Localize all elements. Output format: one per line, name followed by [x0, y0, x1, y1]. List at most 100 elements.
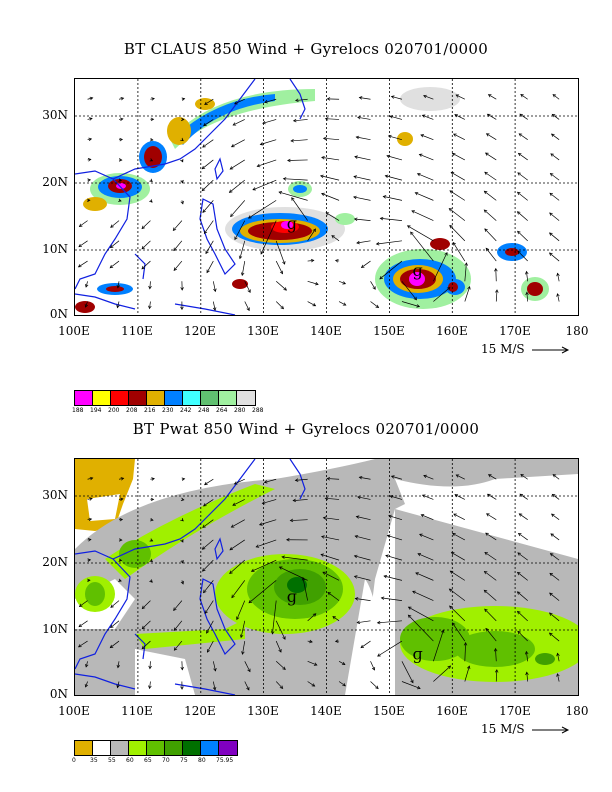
colorbar-tick-label: 194 [90, 407, 102, 414]
wind-vector [275, 301, 284, 309]
wind-vector [338, 301, 347, 306]
wind-vector-head [173, 247, 177, 252]
wind-vector [484, 571, 497, 581]
wind-vector-head [315, 281, 319, 286]
colorbar-swatch [93, 741, 111, 755]
wind-vector [321, 157, 340, 161]
wind-vector [401, 661, 414, 683]
wind-vector-head [120, 97, 125, 101]
wind-vector-head [358, 96, 363, 100]
wind-vector [307, 613, 317, 622]
lon-label-100e: 100E [58, 324, 90, 338]
lon-label-150e: 150E [373, 704, 405, 718]
colorbar-tick-label: 216 [144, 407, 156, 414]
colorbar-swatch [111, 741, 129, 755]
wind-vector [557, 653, 560, 662]
wind-vector [454, 494, 465, 500]
wind-vector [307, 660, 317, 666]
wind-vector [242, 640, 246, 655]
wind-vector [229, 559, 245, 574]
wind-vector [212, 301, 216, 311]
wind-vector [240, 620, 246, 638]
lat-label-10n: 10N [42, 622, 68, 636]
wind-vector-head [320, 553, 325, 557]
graticule [75, 459, 578, 695]
wind-vector-head [239, 634, 244, 639]
wind-vector-head [552, 474, 557, 478]
wind-vector-head [84, 304, 89, 308]
wind-vector-head [524, 650, 529, 655]
wind-vector-head [463, 641, 468, 646]
wind-vector [383, 575, 403, 581]
gyre-location-icon: ɡ [287, 587, 297, 606]
wind-vector [275, 640, 282, 653]
wind-vector [244, 281, 251, 293]
wind-vector [454, 114, 465, 120]
wind-vector-head [450, 171, 455, 176]
wind-vector [262, 119, 277, 124]
wind-vector-head [327, 591, 332, 596]
wind-vector-head [353, 175, 357, 179]
wind-vector [356, 240, 371, 244]
wind-vector-head [89, 476, 94, 481]
wind-vector-head [354, 597, 359, 601]
lon-label-120e: 120E [184, 704, 216, 718]
wind-vector [410, 231, 434, 262]
wind-vector [517, 611, 528, 622]
gyre-markers: ɡɡ [287, 214, 423, 280]
wind-vector-head [485, 247, 490, 252]
colorbar-tick-label: 248 [198, 407, 210, 414]
wind-vector-head [279, 685, 284, 689]
wind-vector-head [264, 100, 268, 104]
wind-vector [231, 519, 245, 528]
wind-vector-head [331, 235, 335, 239]
wind-vector [325, 497, 340, 500]
wind-vector [117, 661, 120, 668]
wind-vector [323, 137, 340, 141]
lon-label-140e: 140E [310, 324, 342, 338]
wind-vector [283, 178, 308, 181]
wind-vector [205, 240, 214, 254]
wind-vector-head [452, 533, 456, 537]
wind-vector [307, 681, 315, 687]
wind-vector-head [444, 251, 448, 256]
wind-vector-head [119, 117, 124, 121]
wind-vector [449, 190, 466, 201]
wind-vector [390, 495, 403, 500]
wind-vector-head [212, 686, 217, 691]
wind-vector [202, 200, 214, 213]
wind-vector [408, 614, 434, 642]
wind-vector-head [355, 135, 360, 140]
wind-vector [259, 519, 277, 526]
wind-vector-head [87, 178, 92, 182]
wind-vector-head [517, 532, 522, 537]
wind-vector-head [180, 560, 184, 564]
wind-vector [234, 220, 246, 240]
wind-vector-head [324, 117, 329, 121]
wind-vector [141, 220, 151, 229]
wind-vector-head [487, 474, 492, 478]
wind-vector [412, 590, 434, 601]
wind-vector-head [354, 155, 358, 159]
colorbar-swatch [219, 741, 237, 755]
wind-vector [549, 212, 560, 221]
wind-vector [549, 232, 560, 242]
wind-vector [307, 640, 313, 643]
wind-vector-head [549, 572, 553, 577]
wind-vector [325, 118, 340, 120]
wind-vector [239, 240, 246, 259]
wind-vector-head [87, 558, 92, 562]
wind-vector [257, 159, 277, 167]
wind-vector-head [206, 630, 210, 634]
wind-vector [275, 260, 283, 274]
wind-vector [464, 666, 470, 682]
lon-label-170e: 170E [499, 704, 531, 718]
wind-vector-head [89, 497, 93, 501]
lat-label-30n: 30N [42, 108, 68, 122]
wind-vector [517, 191, 528, 201]
wind-vector-head [451, 152, 456, 157]
wind-vector-head [173, 627, 177, 632]
wind-vector [356, 516, 371, 521]
wind-vector-head [518, 513, 523, 517]
